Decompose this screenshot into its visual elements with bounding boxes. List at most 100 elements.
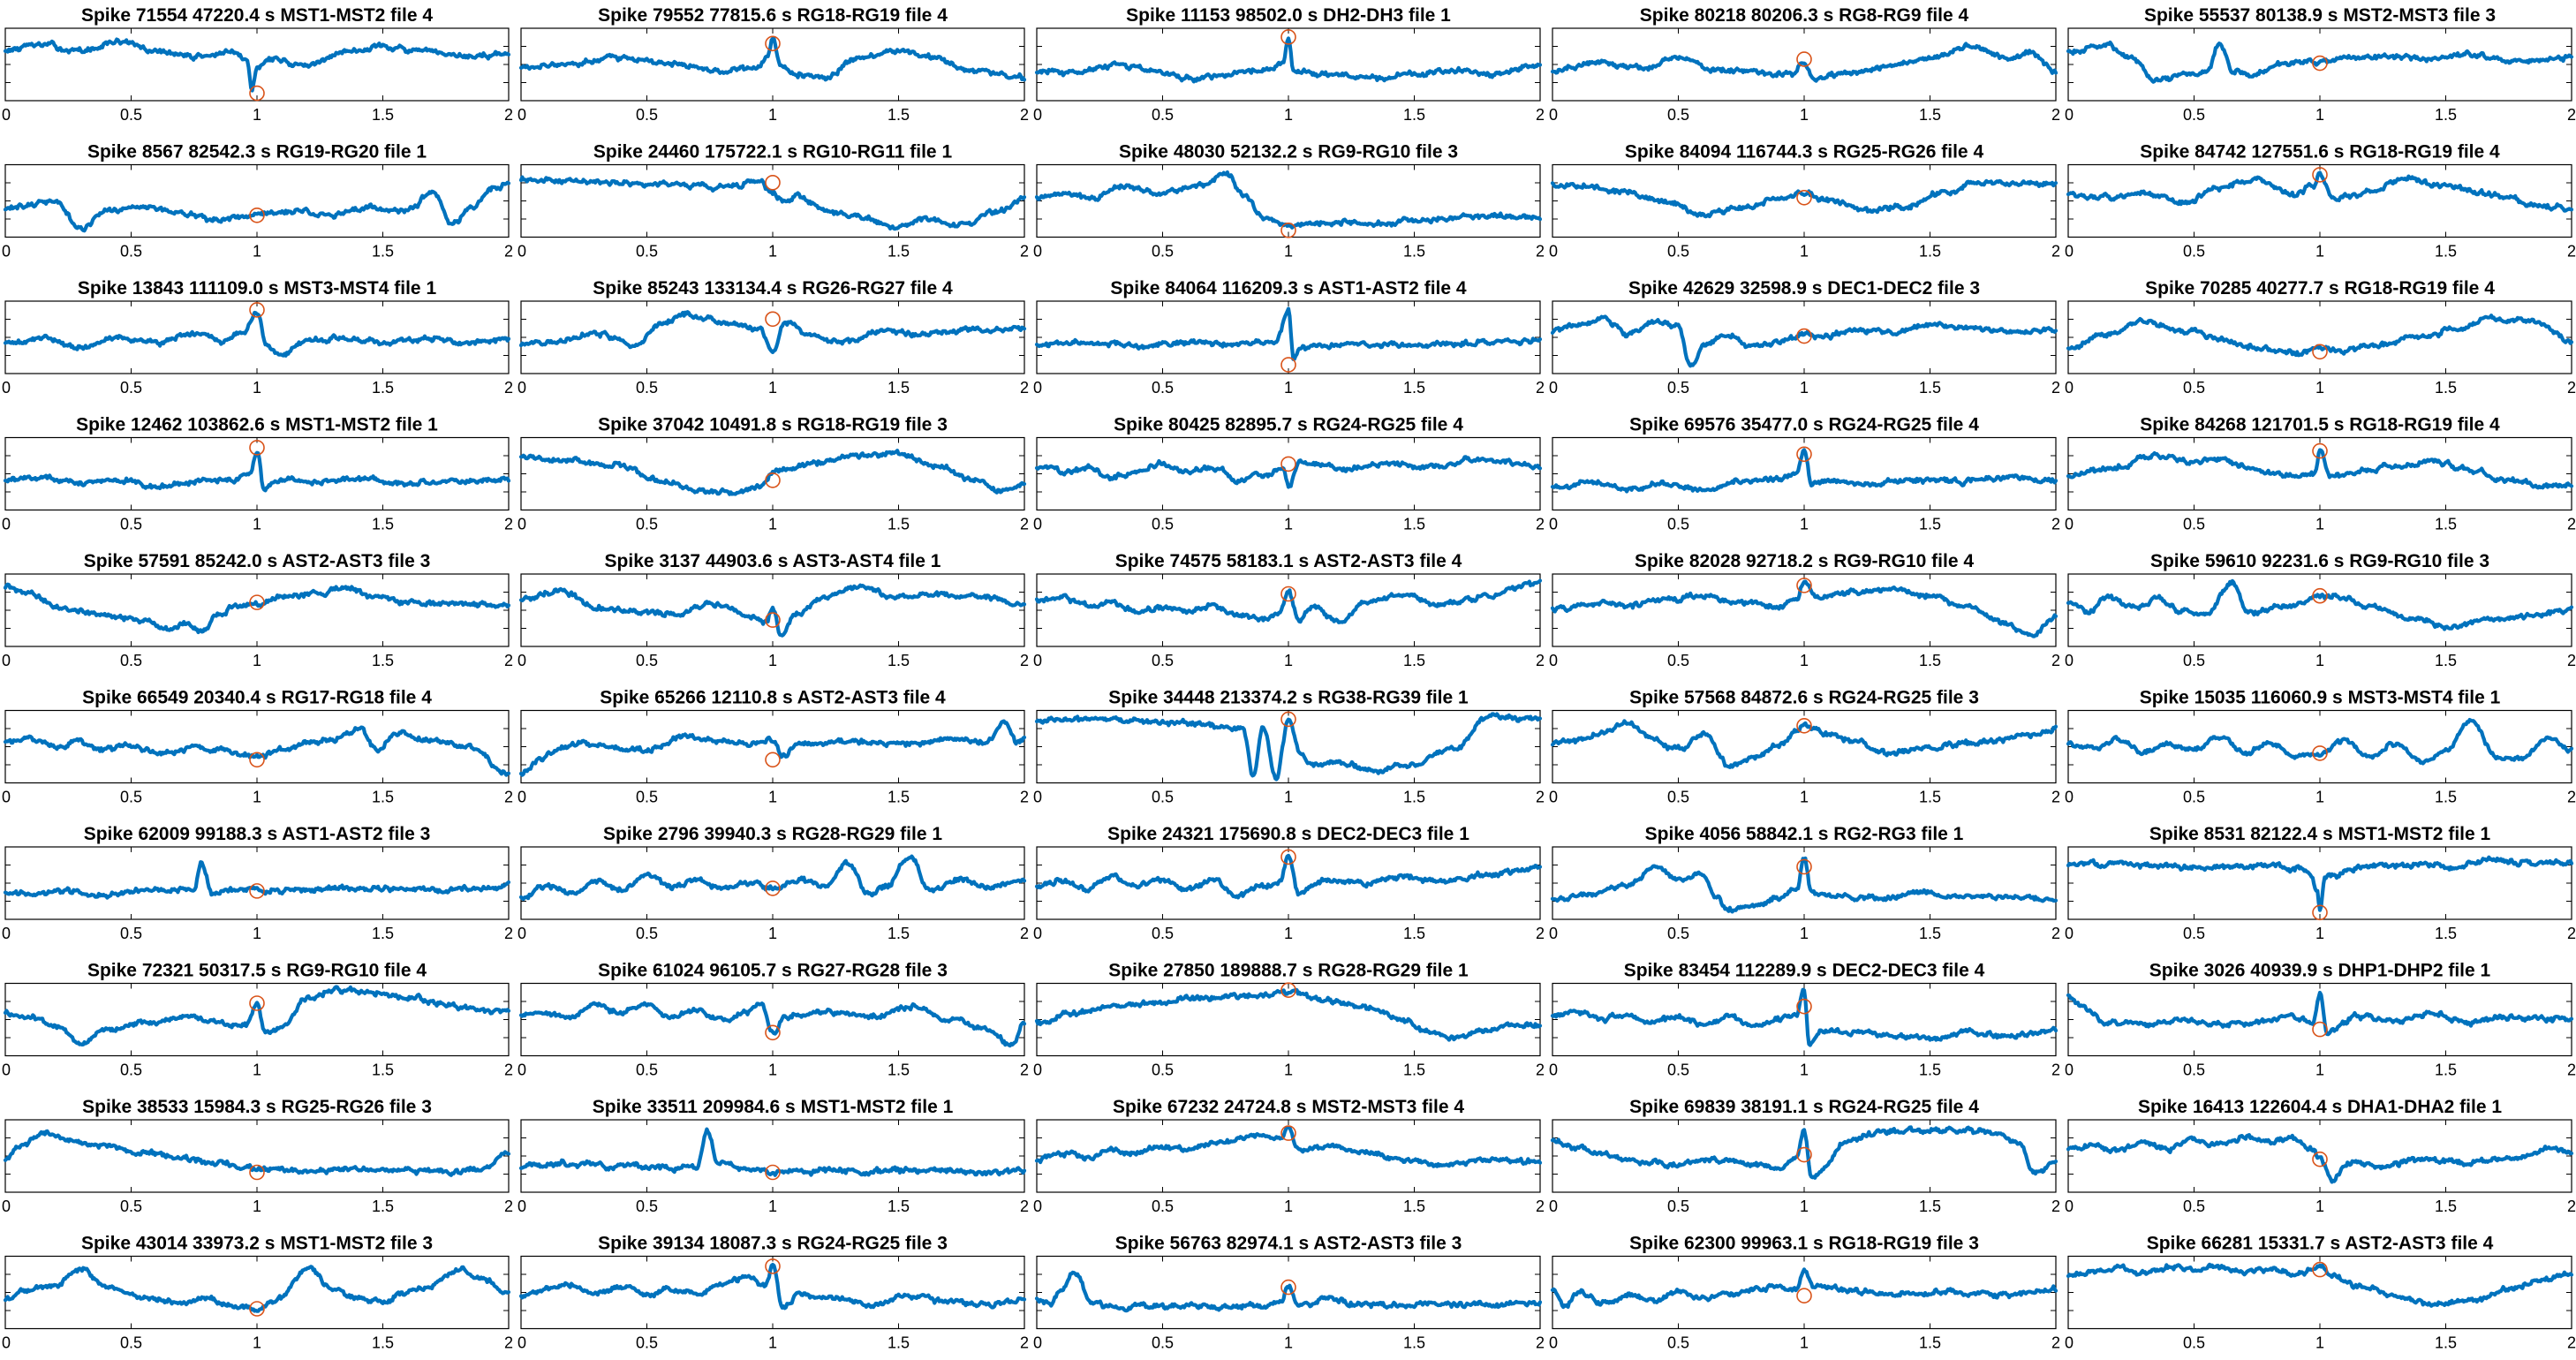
panel-title: Spike 48030 52132.2 s RG9-RG10 file 3 [1119,142,1458,162]
subplot-46: Spike 43014 33973.2 s MST1-MST2 file 3 0 0… [2,1234,513,1352]
axes-box [1036,573,1541,647]
x-tick-label: 1.5 [2435,1062,2457,1079]
x-tick-label: 0 [2,1198,11,1215]
x-tick-label: 1 [1284,106,1293,124]
spike-marker [1796,718,1812,734]
x-tick-label: 1.5 [2435,652,2457,669]
x-tick-label: 1.5 [2435,516,2457,533]
x-tick-label: 0.5 [1152,379,1174,397]
x-tick-label: 0 [2065,1062,2074,1079]
x-tick-label: 0.5 [636,1334,658,1352]
x-tick-label: 2 [504,1198,513,1215]
x-tick-label: 1 [2315,925,2324,942]
x-tick-label: 0.5 [1667,925,1689,942]
x-tick-label: 1.5 [2435,379,2457,397]
spike-marker [249,883,265,899]
x-tick-label: 1 [1800,1334,1809,1352]
x-tick-label: 0 [2,516,11,533]
eeg-trace [518,175,1027,231]
x-tick-label: 1 [1800,652,1809,669]
subplot-48: Spike 56763 82974.1 s AST2-AST3 file 3 0 0… [1033,1234,1545,1352]
x-tick-label: 1.5 [1403,379,1425,397]
x-tick-label: 0 [1033,243,1042,261]
panel-title: Spike 84742 127551.6 s RG18-RG19 file 4 [2140,142,2500,162]
x-tick-label: 0.5 [1152,1198,1174,1215]
spike-marker [2312,1151,2328,1167]
spike-marker [249,995,265,1011]
panel-title: Spike 59610 92231.6 s RG9-RG10 file 3 [2150,551,2489,571]
x-tick-label: 2 [504,652,513,669]
eeg-trace [1034,1125,1543,1168]
spike-marker [2312,1261,2328,1278]
panel-grid: Spike 71554 47220.4 s MST1-MST2 file 4 0 0… [2,5,2576,1352]
x-tick-label: 0 [1033,1334,1042,1352]
x-tick-label: 2 [2051,379,2060,397]
x-tick-label: 0.5 [120,516,142,533]
eeg-trace [1034,455,1543,489]
eeg-trace [3,725,511,777]
x-tick-label: 1.5 [1919,652,1941,669]
spike-marker [1280,1279,1296,1296]
x-tick-label: 1 [1800,789,1809,806]
x-tick-label: 1.5 [2435,1198,2457,1215]
x-tick-label: 2 [2051,1334,2060,1352]
spike-marker [1280,29,1296,45]
axes-box [1036,1119,1541,1193]
subplot-40: Spike 3026 40939.9 s DHP1-DHP2 file 1 0 0.… [2065,961,2576,1079]
spike-marker [1796,190,1812,206]
x-tick-label: 1 [1284,516,1293,533]
x-tick-label: 0.5 [2183,652,2205,669]
x-tick-label: 1.5 [888,243,910,261]
x-tick-label: 1 [1284,1198,1293,1215]
x-tick-label: 2 [1020,516,1029,533]
x-tick-label: 2 [1536,1334,1545,1352]
spike-marker [765,35,781,52]
eeg-trace [2066,990,2574,1037]
subplot-25: Spike 59610 92231.6 s RG9-RG10 file 3 0 0.… [2065,551,2576,669]
spike-marker [1280,711,1296,728]
x-tick-label: 1.5 [888,379,910,397]
panel-title: Spike 83454 112289.9 s DEC2-DEC3 file 4 [1624,961,1985,981]
panel-title: Spike 16413 122604.4 s DHA1-DHA2 file 1 [2138,1097,2502,1117]
axes-box [2067,300,2572,374]
eeg-trace [518,719,1027,777]
eeg-trace [1034,853,1543,900]
spike-marker [249,85,265,102]
eeg-trace [2066,855,2574,912]
x-tick-label: 0.5 [2183,243,2205,261]
x-tick-label: 2 [1536,789,1545,806]
eeg-trace [518,1127,1027,1177]
x-tick-label: 0 [517,925,526,942]
spike-marker [249,594,265,610]
spike-marker [765,311,781,328]
subplot-33: Spike 24321 175690.8 s DEC2-DEC3 file 1 0… [1033,824,1545,942]
x-tick-label: 2 [1020,379,1029,397]
x-tick-label: 0 [2,243,11,261]
subplot-7: Spike 24460 175722.1 s RG10-RG11 file 1 0… [517,142,1029,261]
x-tick-label: 0.5 [2183,106,2205,124]
subplot-43: Spike 67232 24724.8 s MST2-MST3 file 4 0 0… [1033,1097,1545,1215]
panel-title: Spike 62009 99188.3 s AST1-AST2 file 3 [84,824,431,844]
spike-marker [2312,587,2328,604]
x-tick-label: 1 [2315,1062,2324,1079]
panel-title: Spike 80218 80206.3 s RG8-RG9 file 4 [1640,5,1969,26]
spike-marker [249,207,265,223]
x-tick-label: 0 [2065,1198,2074,1215]
x-tick-label: 0.5 [636,243,658,261]
subplot-38: Spike 27850 189888.7 s RG28-RG29 file 1 0… [1033,961,1545,1079]
x-tick-label: 2 [1020,789,1029,806]
x-tick-label: 1 [2315,789,2324,806]
subplot-15: Spike 70285 40277.7 s RG18-RG19 file 4 0 0… [2065,278,2576,397]
x-tick-label: 0.5 [120,243,142,261]
x-tick-label: 0 [2065,925,2074,942]
spike-marker [249,302,265,318]
eeg-trace [2066,1132,2574,1184]
x-tick-label: 0 [2065,789,2074,806]
eeg-trace [2066,170,2574,213]
spike-marker [765,880,781,896]
x-tick-label: 0 [2,1334,11,1352]
x-tick-label: 0 [1033,789,1042,806]
spike-marker [249,1164,265,1181]
axes-box [2067,573,2572,647]
x-tick-label: 0 [2,1062,11,1079]
